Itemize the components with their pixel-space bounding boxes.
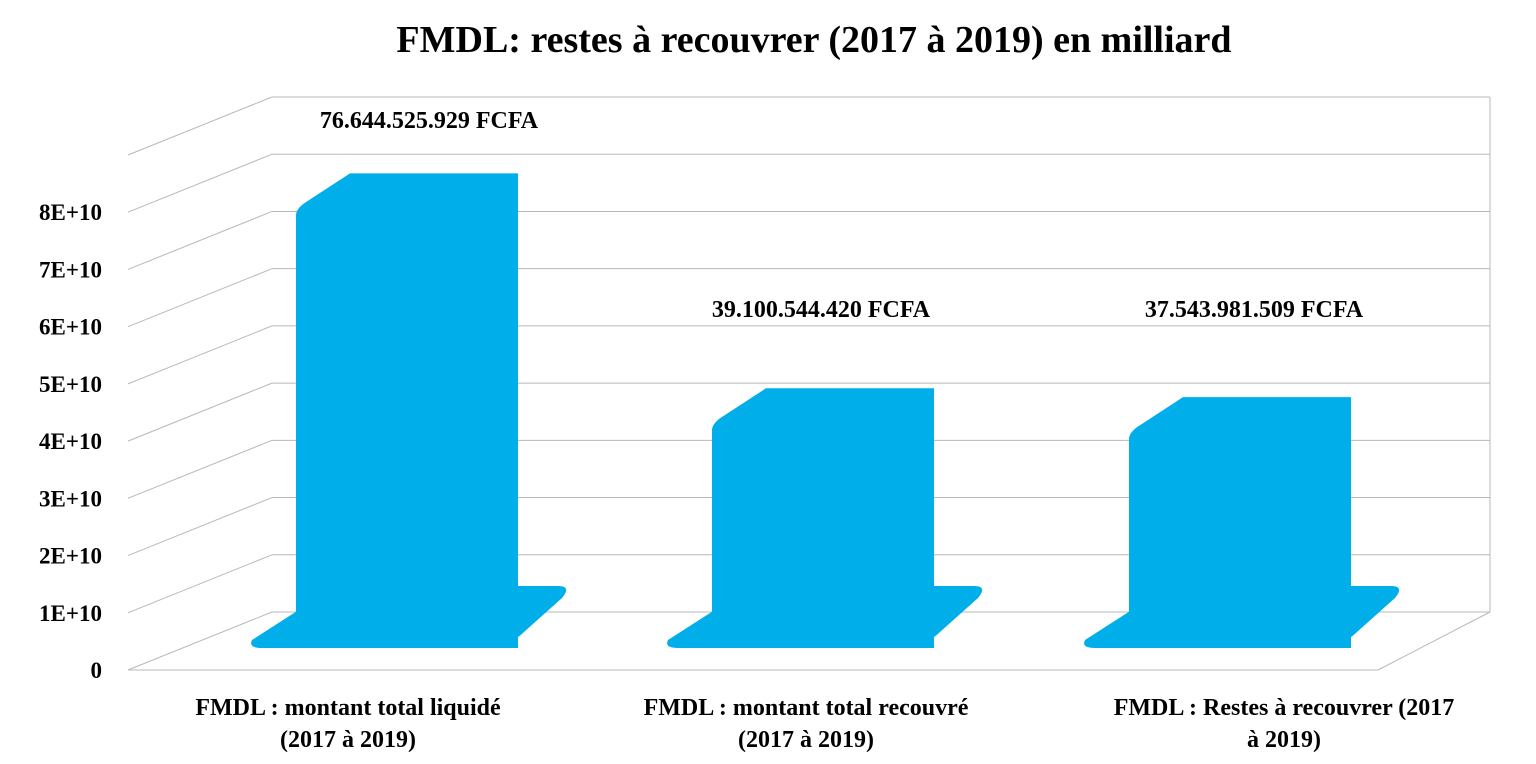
category-label-line: (2017 à 2019) [738, 727, 874, 753]
category-label-line: à 2019) [1247, 727, 1321, 753]
y-tick-label: 6E+10 [39, 315, 102, 340]
bar-body [1129, 397, 1351, 648]
y-tick-label: 7E+10 [39, 257, 102, 282]
bar [251, 173, 567, 649]
y-tick-label: 8E+10 [39, 200, 102, 225]
y-tick-label: 5E+10 [39, 372, 102, 397]
bar-base [1084, 586, 1400, 648]
bar [1084, 397, 1400, 648]
data-labels: 76.644.525.929 FCFA 39.100.544.420 FCFA 37… [320, 108, 1364, 323]
bar-base [251, 586, 567, 648]
bar-body [296, 173, 518, 649]
y-tick-label: 0 [91, 658, 103, 683]
bars [251, 173, 1400, 649]
category-label: FMDL : montant total liquidé (2017 à 2019… [195, 695, 501, 753]
gridline-side [127, 325, 273, 385]
y-tick-label: 3E+10 [39, 486, 102, 511]
floor-right-edge [1377, 611, 1491, 671]
bar [667, 388, 983, 648]
y-tick-label: 4E+10 [39, 429, 102, 454]
category-label-line: FMDL : montant total recouvré [644, 695, 969, 721]
data-label: 37.543.981.509 FCFA [1145, 297, 1364, 323]
gridline-side [127, 210, 273, 270]
gridline-side [127, 554, 273, 614]
category-labels: FMDL : montant total liquidé (2017 à 2019… [195, 695, 1454, 753]
category-label-line: FMDL : montant total liquidé [195, 695, 501, 721]
gridline-side [127, 611, 273, 671]
y-axis-ticks: 0 1E+10 2E+10 3E+10 4E+10 5E+10 6E+10 7E+10 8E+1… [39, 200, 102, 683]
chart-title: FMDL: restes à recouvrer (2017 à 2019) e… [396, 19, 1231, 61]
category-label: FMDL : montant total recouvré (2017 à 201… [644, 695, 969, 753]
bar-body [712, 388, 934, 648]
category-label-line: FMDL : Restes à recouvrer (2017 [1114, 695, 1455, 721]
bar-base [667, 586, 983, 648]
y-tick-label: 2E+10 [39, 544, 102, 569]
data-label: 39.100.544.420 FCFA [712, 297, 931, 323]
gridline-side [127, 268, 273, 328]
gridline-side [127, 153, 273, 213]
y-tick-label: 1E+10 [39, 601, 102, 626]
gridline-side [127, 96, 273, 156]
category-label-line: (2017 à 2019) [280, 727, 416, 753]
data-label: 76.644.525.929 FCFA [320, 108, 539, 134]
gridline-side [127, 439, 273, 499]
category-label: FMDL : Restes à recouvrer (2017 à 2019) [1114, 695, 1455, 753]
gridline-side [127, 497, 273, 557]
gridline-side [127, 382, 273, 442]
